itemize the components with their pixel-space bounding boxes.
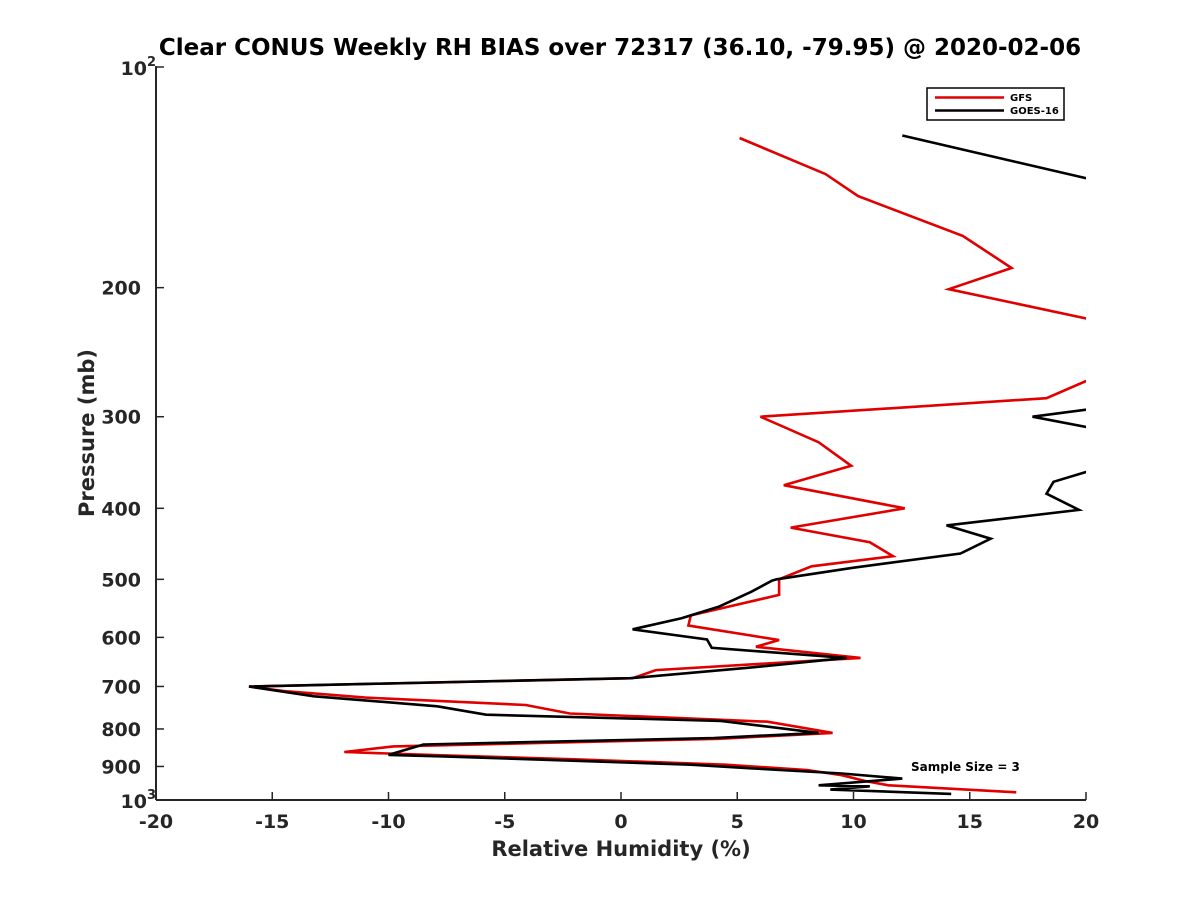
legend-box [926, 87, 1065, 121]
chart-title: Clear CONUS Weekly RH BIAS over 72317 (3… [159, 35, 1081, 61]
y-tick-exponent: 2 [147, 55, 156, 70]
x-axis-label: Relative Humidity (%) [491, 837, 750, 861]
y-tick-label: 400 [101, 498, 141, 520]
x-tick-label: 15 [957, 811, 983, 833]
legend-label-goes16: GOES-16 [1010, 106, 1059, 117]
y-tick-label: 800 [101, 719, 141, 741]
y-tick-label: 600 [101, 627, 141, 649]
legend: GFS GOES-16 [926, 87, 1065, 121]
x-tick-label: -15 [255, 811, 289, 833]
x-tick-label: 0 [614, 811, 627, 833]
y-tick-label: 10 [121, 58, 147, 80]
series-line-gfs [248, 136, 1086, 794]
y-tick-label: 700 [101, 676, 141, 698]
y-tick-exponent: 3 [147, 788, 156, 803]
x-tick-label: 20 [1073, 811, 1099, 833]
y-tick-label: 500 [101, 569, 141, 591]
x-tick-label: -20 [139, 811, 173, 833]
x-tick-label: -5 [494, 811, 515, 833]
x-tick-label: 5 [731, 811, 744, 833]
y-axis-label: Pressure (mb) [75, 349, 99, 517]
x-tick-label: 10 [840, 811, 866, 833]
y-tick-label: 10 [121, 791, 147, 813]
y-tick-label: 200 [101, 278, 141, 300]
x-tick-label: -10 [371, 811, 405, 833]
series-line-goes16 [248, 134, 1086, 796]
y-tick-label: 900 [101, 756, 141, 778]
sample-size-annotation: Sample Size = 3 [911, 760, 1020, 774]
legend-label-gfs: GFS [1010, 93, 1032, 104]
x-axis-ticks: -20 -15 -10 -5 0 5 10 15 20 [139, 792, 1099, 833]
y-tick-label: 300 [101, 407, 141, 429]
